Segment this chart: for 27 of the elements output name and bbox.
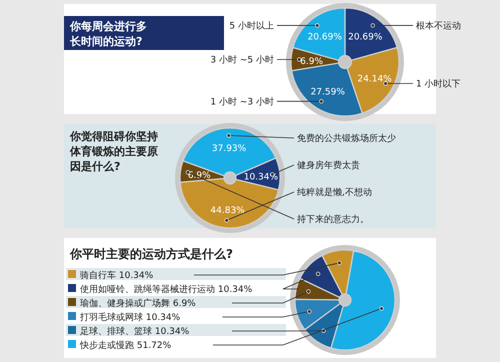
data-label: 37.93%: [212, 144, 247, 154]
text: 你每周会进行多长时间的运动?: [69, 20, 147, 48]
data-label: 44.83%: [210, 206, 246, 216]
legend-label: 使用如哑铃、跳绳等器械进行运动 10.34%: [80, 284, 253, 295]
data-label: 24.14%: [357, 74, 392, 85]
data-label: 27.59%: [310, 88, 346, 98]
data-label: 10.34%: [244, 172, 278, 182]
slice-label: 纯粹就是懒,不想动: [297, 187, 372, 198]
legend-label: 足球、排球、篮球 10.34%: [80, 326, 190, 337]
slice-label: 免费的公共锻炼场所太少: [297, 133, 396, 144]
legend-label: 打羽毛球或网球 10.34%: [79, 312, 181, 323]
data-label: 20.69%: [348, 32, 383, 42]
text: 你平时主要的运动方式是什么?: [69, 247, 233, 261]
data-label: 6.9%: [188, 170, 212, 181]
text: 你觉得阻碍你坚持体育锻炼的主要原因是什么?: [69, 130, 158, 173]
slice-label: 1 小时 ~3 小时: [210, 96, 274, 108]
slice-label: 3 小时 ~5 小时: [210, 54, 274, 66]
legend-label: 瑜伽、健身操或广场舞 6.9%: [80, 298, 196, 309]
slice-label: 健身房年费太贵: [297, 160, 360, 171]
legend-label: 骑自行车 10.34%: [80, 270, 154, 281]
slice-label: 5 小时以上: [229, 20, 274, 32]
slice-label: 根本不运动: [416, 20, 461, 32]
data-label: 6.9%: [300, 57, 324, 68]
slice-label: 1 小时以下: [416, 78, 461, 90]
data-label: 20.69%: [308, 32, 342, 42]
legend-label: 快步走或慢跑 51.72%: [79, 340, 172, 351]
slice-label: 持下来的意志力。: [297, 214, 369, 225]
